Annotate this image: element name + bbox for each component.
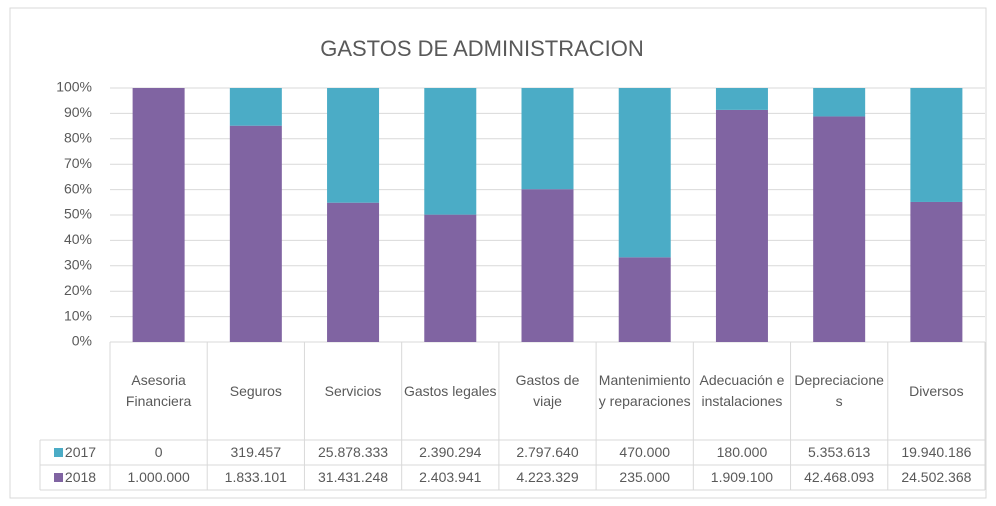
y-tick-label: 10% (64, 307, 92, 323)
category-label: Mantenimiento y reparaciones (598, 372, 691, 409)
data-table-value: 180.000 (716, 444, 768, 460)
data-table-value: 1.909.100 (710, 469, 774, 485)
data-table-value: 5.353.613 (808, 444, 871, 460)
data-table-value: 25.878.333 (318, 444, 389, 460)
y-tick-label: 60% (64, 180, 92, 196)
y-tick-label: 0% (72, 333, 92, 349)
data-table-value: 0 (154, 444, 163, 460)
category-label: Gastos de viaje (515, 372, 580, 409)
bar (521, 189, 574, 342)
category-label: Gastos legales (403, 382, 497, 399)
bar (715, 109, 768, 342)
y-tick-label: 40% (64, 231, 92, 247)
y-tick-label: 20% (64, 282, 92, 298)
data-table-value: 235.000 (619, 469, 671, 485)
data-table-value: 4.223.329 (516, 469, 579, 485)
legend-label: 2017 (64, 444, 97, 460)
chart-title: GASTOS DE ADMINISTRACION (320, 36, 644, 61)
bar (910, 201, 963, 342)
y-tick-label: 30% (64, 257, 92, 273)
legend-swatch (53, 448, 63, 457)
legend-swatch (53, 473, 63, 482)
category-label: Servicios (324, 382, 382, 399)
data-table-value: 2.797.640 (516, 444, 579, 460)
bar (618, 257, 671, 342)
category-label: Asesoria Financiera (125, 372, 192, 409)
bar (618, 88, 671, 258)
data-table-value: 1.833.101 (224, 469, 287, 485)
category-label: Seguros (229, 382, 282, 399)
y-tick-label: 90% (64, 104, 92, 120)
data-table-value: 24.502.368 (901, 469, 972, 485)
category-label: Depreciaciones (794, 372, 884, 409)
bar (424, 214, 477, 342)
y-tick-label: 50% (64, 206, 92, 222)
bar (132, 88, 185, 342)
data-table-value: 2.403.941 (419, 469, 482, 485)
data-table-value: 470.000 (619, 444, 671, 460)
legend-label: 2018 (64, 469, 97, 485)
data-table-value: 2.390.294 (419, 444, 482, 460)
y-tick-label: 70% (64, 155, 92, 171)
bar (813, 88, 866, 117)
bar (327, 88, 380, 203)
data-table-value: 31.431.248 (318, 469, 389, 485)
y-tick-label: 100% (56, 79, 92, 95)
legend-entry: 2018 (40, 465, 110, 490)
data-table-value: 42.468.093 (804, 469, 875, 485)
y-tick-label: 80% (64, 130, 92, 146)
category-label: Adecuación e instalaciones (699, 372, 785, 409)
bar (715, 88, 768, 110)
data-table-value: 319.457 (230, 444, 282, 460)
bar (521, 88, 574, 190)
bar (327, 202, 380, 342)
bar (910, 88, 963, 202)
bar (813, 116, 866, 343)
bar (229, 88, 282, 126)
category-label: Diversos (909, 382, 964, 399)
bar (424, 88, 477, 215)
data-table-value: 19.940.186 (901, 444, 972, 460)
legend-entry: 2017 (40, 440, 110, 465)
data-table-value: 1.000.000 (127, 469, 190, 485)
bar (229, 125, 282, 343)
